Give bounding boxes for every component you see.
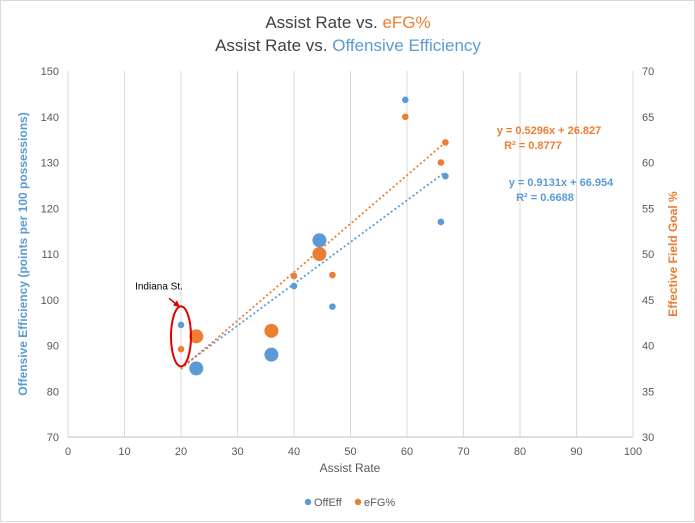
point-offeff-7 [437, 218, 445, 226]
annotation-arrow-head [173, 300, 180, 308]
x-tick-label-3: 30 [231, 446, 243, 458]
point-efg-4 [312, 247, 327, 261]
y-right-axis-title: Effective Field Goal % [666, 191, 680, 317]
point-offeff-8 [442, 172, 449, 180]
annotation-indiana-st: Indiana St. [135, 281, 192, 368]
annotation-ellipse [170, 305, 192, 368]
point-offeff-5 [329, 303, 336, 310]
y-left-tick-label-7: 140 [41, 112, 59, 124]
y-right-tick-label-3: 45 [642, 295, 654, 307]
y-left-axis-title: Offensive Efficiency (points per 100 pos… [16, 112, 30, 395]
y-right-tick-label-5: 55 [642, 203, 654, 215]
gridlines [67, 71, 634, 438]
point-efg-7 [437, 159, 445, 166]
y-left-tick-label-8: 150 [41, 66, 59, 78]
y-right-tick-label-7: 65 [642, 112, 654, 124]
y-left-tick-label-5: 120 [41, 203, 59, 215]
data-points [177, 96, 449, 376]
y-right-tick-labels: 30 35 40 45 50 55 60 65 70 [642, 66, 654, 444]
legend: OffEff eFG% [304, 497, 395, 509]
x-tick-label-10: 100 [624, 446, 642, 458]
x-tick-label-1: 10 [118, 446, 130, 458]
chart-title: Assist Rate vs. eFG% Assist Rate vs. Off… [215, 13, 481, 55]
y-left-tick-label-0: 70 [47, 432, 59, 444]
trendlines [180, 141, 447, 370]
y-right-tick-label-4: 50 [642, 249, 654, 261]
trendline-r2-efg: R² = 0.8777 [504, 140, 562, 152]
title-line-2: Assist Rate vs. Offensive Efficiency [215, 36, 481, 55]
y-left-tick-labels: 70 80 90 100 110 120 130 140 150 [41, 66, 59, 444]
x-tick-label-6: 60 [401, 446, 413, 458]
trendline-equation-efg: y = 0.5296x + 26.827 [497, 125, 602, 137]
title-line-1-highlight: eFG% [382, 13, 430, 32]
title-line-2-highlight: Offensive Efficiency [332, 36, 481, 55]
x-tick-label-4: 40 [288, 446, 300, 458]
y-left-tick-label-4: 110 [41, 249, 59, 261]
legend-marker-efg [354, 498, 362, 506]
point-efg-8 [442, 139, 449, 146]
point-efg-1 [189, 329, 204, 344]
y-left-tick-label-6: 130 [41, 158, 59, 170]
x-tick-label-9: 90 [570, 446, 582, 458]
x-tick-label-2: 20 [175, 446, 187, 458]
point-offeff-3 [290, 282, 298, 290]
legend-marker-offeff [304, 498, 312, 506]
title-line-1-prefix: Assist Rate vs. [265, 13, 382, 32]
x-tick-label-5: 50 [344, 446, 356, 458]
point-offeff-0 [177, 321, 185, 329]
title-line-1: Assist Rate vs. eFG% [265, 13, 430, 32]
y-right-tick-label-0: 30 [642, 432, 654, 444]
x-tick-labels: 0 10 20 30 40 50 60 70 80 90 100 [65, 446, 642, 458]
x-axis-title: Assist Rate [320, 461, 381, 475]
point-offeff-1 [189, 361, 204, 376]
legend-label-offeff: OffEff [314, 497, 343, 509]
point-efg-3 [290, 272, 298, 280]
trendline-equation-offeff: y = 0.9131x + 66.954 [509, 177, 614, 189]
point-efg-6 [402, 113, 409, 121]
title-line-2-prefix: Assist Rate vs. [215, 36, 332, 55]
point-efg-0 [177, 345, 185, 353]
point-offeff-4 [312, 233, 327, 248]
y-left-tick-label-2: 90 [47, 341, 59, 353]
y-right-tick-label-1: 35 [642, 386, 654, 398]
point-efg-2 [264, 323, 279, 338]
trendline-r2-offeff: R² = 0.6688 [516, 192, 574, 204]
y-right-tick-label-2: 40 [642, 341, 654, 353]
x-tick-label-0: 0 [65, 446, 71, 458]
y-right-tick-label-8: 70 [642, 66, 654, 78]
x-tick-label-7: 70 [457, 446, 469, 458]
trendline-offeff [180, 171, 446, 369]
point-offeff-6 [402, 96, 409, 104]
y-left-tick-label-1: 80 [47, 386, 59, 398]
y-left-tick-label-3: 100 [41, 295, 59, 307]
point-offeff-2 [264, 347, 279, 362]
annotation-label: Indiana St. [135, 281, 183, 292]
x-tick-label-8: 80 [514, 446, 526, 458]
y-right-tick-label-6: 60 [642, 158, 654, 170]
point-efg-5 [329, 271, 336, 279]
legend-label-efg: eFG% [364, 497, 395, 509]
